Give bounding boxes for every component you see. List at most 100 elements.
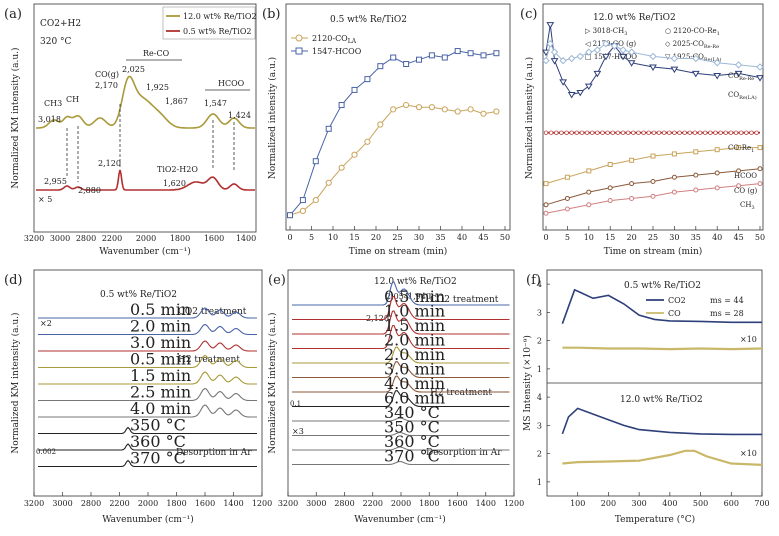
data-point: [728, 130, 734, 135]
data-point: [671, 189, 677, 195]
xtick-label: 500: [693, 499, 708, 508]
data-point: [692, 54, 700, 63]
panel-f: (f) 0.5 wt% Re/TiO2 12.0 wt% Re/TiO2 CO2…: [522, 269, 770, 525]
ms-series-CO: [562, 449, 763, 466]
xtick-label: 45: [734, 233, 744, 242]
data-point: [377, 121, 384, 128]
data-point: [543, 130, 549, 135]
data-point: [567, 92, 576, 99]
spectrum-trace: [292, 446, 510, 451]
ytick-label: 1: [537, 365, 542, 374]
xtick-label: 2800: [81, 499, 101, 508]
data-point: [428, 104, 435, 111]
data-point: [550, 48, 559, 56]
panel-b-label: (b): [262, 7, 280, 22]
annot-2025: 2,025: [122, 65, 145, 74]
panel-d-scale-x2: ×2: [40, 319, 52, 328]
panel-b-title: 0.5 wt% Re/TiO2: [330, 15, 407, 25]
panel-a-legend: 12.0 wt% Re/TiO2 0.5 wt% Re/TiO2: [162, 6, 257, 40]
xtick-label: 1800: [166, 499, 186, 508]
panel-f-legend: CO2 ms = 44 CO ms = 28: [646, 296, 744, 318]
data-point: [403, 101, 410, 109]
data-point: [626, 130, 631, 135]
data-point: [351, 151, 358, 158]
data-point: [610, 130, 615, 135]
data-point: [636, 130, 641, 135]
trace-label: 2.0 min: [384, 331, 445, 350]
data-point: [682, 130, 687, 135]
data-point: [756, 75, 764, 82]
panel-e-peak-2120: 2,120: [366, 314, 389, 323]
data-point: [593, 70, 602, 78]
spectrum-trace: [38, 426, 257, 435]
data-point: [428, 52, 435, 59]
xtick-label: 1800: [419, 499, 439, 508]
panel-c-xlabel: Time on stream (min): [604, 246, 703, 257]
trace-label: 2.5 min: [130, 383, 191, 402]
data-point: [579, 130, 585, 135]
data-point: [749, 130, 754, 135]
legend-label-co: 2120-COLA: [312, 34, 357, 45]
annot-co-rela: CORe(LA): [728, 91, 757, 101]
annot-main: CH: [740, 201, 751, 209]
data-point: [692, 130, 698, 135]
xtick-label: 400: [662, 499, 677, 508]
panel-d-ylabel: Normalized KM intensity (a.u.): [10, 312, 21, 453]
data-point: [441, 54, 448, 61]
data-point: [416, 56, 422, 63]
xtick-label: 10: [328, 233, 338, 242]
data-point: [744, 130, 749, 135]
xtick: 3000: [50, 234, 70, 243]
data-point: [619, 53, 627, 61]
panel-c: (c) 12.0 wt% Re/TiO2 ▷ 3018-CH3 ○ 2120-C…: [520, 3, 765, 257]
data-point: [312, 158, 319, 165]
xtick: 2000: [136, 234, 156, 243]
legend-label-co: CO: [668, 309, 681, 318]
panel-f-ticks: 1 2 3 4 1 2 3 4 100 200 300 400 500 600 700: [537, 280, 770, 508]
data-point: [585, 48, 593, 56]
xtick-label: 2000: [391, 499, 411, 508]
annot-co-g: CO (g): [734, 187, 758, 195]
ms-series-CO2: [561, 407, 762, 436]
data-point: [629, 181, 635, 187]
data-point: [554, 130, 559, 135]
ytick-label: 1: [537, 478, 542, 487]
xtick-label: 35: [435, 233, 445, 242]
data-point: [736, 183, 742, 189]
data-point: [586, 189, 592, 195]
data-point: [586, 168, 592, 174]
data-point: [734, 61, 743, 69]
panel-c-annotations: CORe-Re CORe(LA) CO-Re1 HCOO CO (g) CH3: [728, 72, 758, 211]
data-point: [493, 108, 500, 115]
spectrum-trace: [292, 310, 510, 335]
data-point: [713, 130, 718, 135]
panel-f-bottom-title: 12.0 wt% Re/TiO2: [620, 395, 703, 405]
data-point: [754, 130, 759, 135]
data-point: [590, 130, 595, 135]
xtick-label: 3200: [278, 499, 298, 508]
panel-a-xticks: 3200 3000 2800 2200 2000 1800 1600 1400: [24, 234, 256, 243]
data-point: [757, 145, 763, 151]
data-point: [454, 48, 461, 55]
trace-label: 1.5 min: [384, 316, 445, 335]
spectrum-trace: [292, 389, 510, 408]
xtick-label: 3000: [52, 499, 72, 508]
annot-1620: 1,620: [163, 179, 186, 188]
annot-1925: 1,925: [146, 83, 169, 92]
data-point: [691, 70, 700, 78]
spectrum-trace: [38, 443, 257, 451]
data-point: [377, 63, 384, 70]
xtick: 2800: [76, 234, 96, 243]
panel-d-scale-bar: 0.002: [36, 448, 56, 456]
panel-d-section-ar: Desorption in Ar: [176, 448, 252, 458]
legend-marker-hcoo: [295, 47, 303, 55]
spectrum-trace: [292, 281, 510, 306]
data-point: [543, 210, 549, 216]
annot-1867: 1,867: [165, 97, 188, 106]
ytick-label: 2: [537, 337, 542, 346]
panel-b-ylabel: Normalized intensity (a.u.): [267, 57, 278, 179]
data-point: [610, 42, 619, 50]
panel-e-section-h2: H2 treatment: [430, 388, 492, 398]
